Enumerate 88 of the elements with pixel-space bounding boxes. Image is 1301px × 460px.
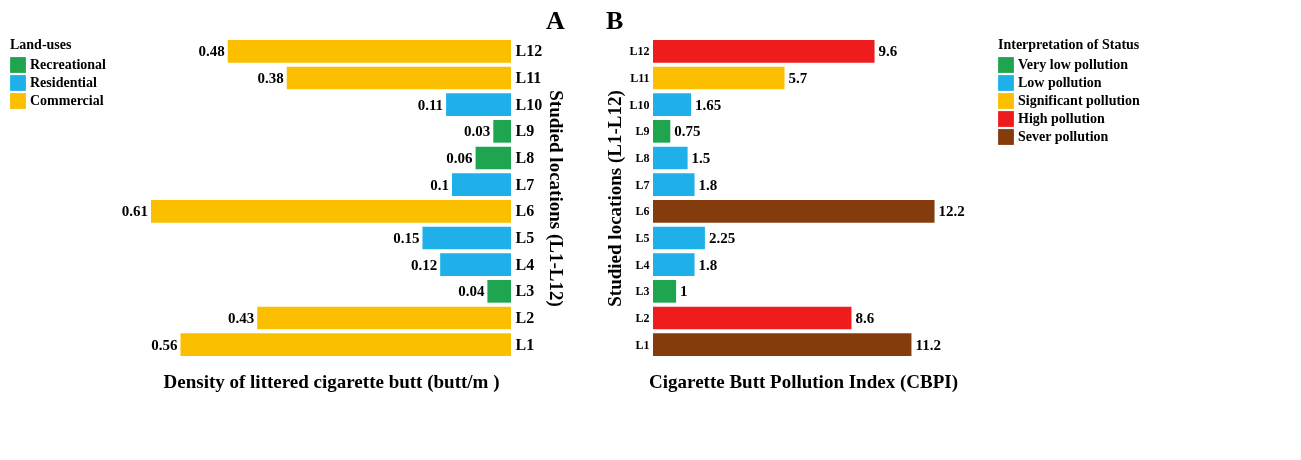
bar [653,173,695,196]
data-label: 12.2 [938,203,965,220]
y-axis-title: Studied locations (L1-L12) [604,90,627,307]
bar [653,120,671,143]
y-tick-label: L12 [629,44,650,59]
bar [653,66,785,90]
y-tick-label: L3 [515,282,535,300]
data-label: 0.04 [458,283,485,300]
legend-label: Low pollution [1018,75,1102,90]
data-label: 1 [680,283,688,300]
legend-label: Sever pollution [1018,129,1109,144]
y-tick-label: L6 [515,202,535,220]
data-label: 5.7 [788,70,808,86]
data-label: 0.15 [393,230,420,246]
y-tick-label: L3 [635,284,650,299]
y-tick-label: L10 [515,95,543,113]
bar [227,40,511,63]
bar [422,226,511,250]
bar [151,200,511,223]
bar [487,280,511,303]
y-tick-label: L1 [635,337,650,352]
data-label: 0.06 [446,150,474,166]
x-axis-title: Density of littered cigarette butt (butt/m ) [163,370,500,393]
y-tick-label: L5 [515,229,535,246]
legend-label: Very low pollution [1018,57,1129,72]
data-label: 0.43 [227,310,255,326]
bar [653,146,688,170]
legend-label: Commercial [30,93,104,108]
bar [653,253,695,276]
bar [653,200,935,223]
legend-label: High pollution [1018,111,1105,126]
data-label: 0.75 [674,123,701,140]
bar [257,306,511,330]
y-axis-title: Studied locations (L1-L12) [545,90,568,307]
y-tick-label: L11 [515,69,542,86]
bar [446,93,511,116]
bar [451,173,511,196]
bar [653,93,692,116]
y-tick-label: L9 [635,124,650,139]
data-label: 1.8 [698,256,718,273]
data-label: 0.12 [410,256,438,273]
bar [180,333,511,356]
legend-label: Residential [30,75,97,90]
data-label: 1.8 [698,176,718,193]
y-tick-label: L2 [635,311,650,325]
legend-label: Significant pollution [1018,93,1140,108]
bar [493,120,511,143]
chart-title: A [545,6,565,35]
y-tick-label: L9 [515,122,535,140]
chart-title: B [606,6,624,35]
bar [653,306,852,330]
data-label: 8.6 [855,310,875,326]
y-tick-label: L12 [515,42,543,60]
bar [286,66,511,90]
data-label: 1.65 [695,96,722,113]
y-tick-label: L10 [629,97,650,112]
data-label: 0.38 [257,70,284,86]
data-label: 0.1 [430,176,449,193]
data-label: 1.5 [691,150,711,166]
y-tick-label: L7 [515,175,535,193]
y-tick-label: L7 [635,177,650,192]
bar [475,146,511,170]
bar [653,226,705,250]
y-tick-label: L5 [635,231,650,245]
data-label: 0.03 [464,123,491,140]
y-tick-label: L4 [515,255,535,273]
data-label: 11.2 [915,336,941,353]
data-label: 9.6 [878,43,898,60]
legend-title: Land-uses [10,37,73,52]
y-tick-label: L11 [630,71,650,85]
y-tick-label: L2 [515,309,535,326]
data-label: 0.56 [151,336,179,353]
data-label: 0.61 [121,203,148,220]
bar [653,280,677,303]
x-axis-title: Cigarette Butt Pollution Index (CBPI) [649,370,958,393]
data-label: 2.25 [708,230,736,246]
bar [440,253,511,276]
bar [653,333,912,356]
legend-title: Interpretation of Status [998,37,1140,52]
y-tick-label: L8 [515,149,535,166]
data-label: 0.11 [417,96,444,113]
y-tick-label: L6 [635,204,650,219]
legend-label: Recreational [30,57,107,72]
bar [653,40,875,63]
y-tick-label: L4 [635,257,650,272]
y-tick-label: L1 [515,335,535,353]
data-label: 0.48 [198,43,225,60]
y-tick-label: L8 [635,151,650,165]
